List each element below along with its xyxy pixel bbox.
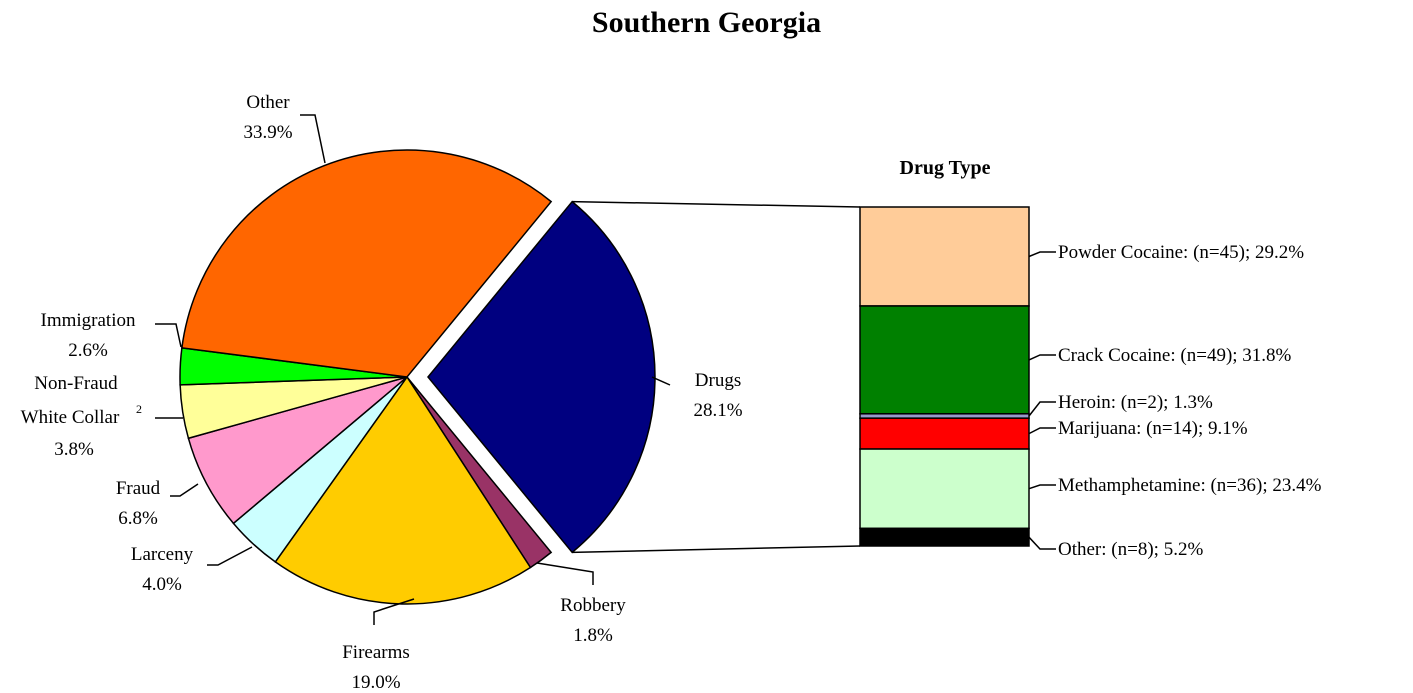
bar-label-heroin: Heroin: (n=2); 1.3% <box>1058 392 1213 413</box>
bar-leader-other <box>1028 536 1056 550</box>
drug-type-title: Drug Type <box>900 157 991 179</box>
bar-leader-powder-cocaine <box>1028 251 1056 258</box>
slice-label-firearms: Firearms <box>342 642 410 663</box>
leader-line-other <box>300 114 326 164</box>
leader-line-firearms <box>373 598 415 625</box>
slice-label-other: Other <box>246 92 290 113</box>
slice-label-robbery: Robbery <box>560 595 626 616</box>
leader-line-drugs <box>651 376 671 386</box>
leader-line-fraud <box>170 483 199 497</box>
slice-label-non-fraud-white-collar-line2: White Collar <box>21 407 120 428</box>
leader-line-larceny <box>207 546 253 566</box>
bar-label-crack-cocaine: Crack Cocaine: (n=49); 31.8% <box>1058 345 1292 366</box>
bar-label-methamphetamine: Methamphetamine: (n=36); 23.4% <box>1058 475 1322 496</box>
pie-slice-drugs <box>427 200 656 554</box>
slice-value-non-fraud-white-collar: 3.8% <box>54 439 94 460</box>
bar-label-marijuana: Marijuana: (n=14); 9.1% <box>1058 418 1248 439</box>
bar-label-powder-cocaine: Powder Cocaine: (n=45); 29.2% <box>1058 242 1304 263</box>
chart-title: Southern Georgia <box>591 6 822 39</box>
slice-value-larceny: 4.0% <box>142 574 182 595</box>
pie-chart: Drugs 28.1% Robbery 1.8% Firearms 19.0% Larcen… <box>21 92 743 693</box>
slice-label-superscript: 2 <box>136 402 142 416</box>
slice-label-larceny: Larceny <box>131 544 194 565</box>
bar-segment-crack-cocaine <box>859 305 1030 415</box>
slice-value-fraud: 6.8% <box>118 508 158 529</box>
connector-top <box>572 200 861 208</box>
slice-value-other: 33.9% <box>243 122 292 143</box>
slice-value-firearms: 19.0% <box>351 672 400 693</box>
slice-value-drugs: 28.1% <box>693 400 742 421</box>
bar-leader-heroin <box>1028 401 1056 417</box>
leader-line-immigration <box>155 323 182 348</box>
slice-label-fraud: Fraud <box>116 478 161 499</box>
bar-segment-other <box>859 527 1030 547</box>
slice-value-immigration: 2.6% <box>68 340 108 361</box>
slice-label-drugs: Drugs <box>695 370 741 391</box>
pie-slice-other <box>181 149 553 378</box>
slice-label-immigration: Immigration <box>41 310 136 331</box>
explode-connectors <box>572 200 861 554</box>
slice-value-robbery: 1.8% <box>573 625 613 646</box>
pie-slice-firearms <box>274 375 532 605</box>
drug-type-bar: Powder Cocaine: (n=45); 29.2% Crack Cocai… <box>859 206 1322 560</box>
slice-label-non-fraud-white-collar-line1: Non-Fraud <box>34 373 118 394</box>
bar-leader-methamphetamine <box>1028 484 1056 490</box>
bar-segment-methamphetamine <box>859 448 1030 530</box>
leader-line-robbery <box>536 562 594 585</box>
bar-segment-powder-cocaine <box>859 206 1030 307</box>
connector-bottom <box>572 545 861 554</box>
bar-segment-marijuana <box>859 417 1030 450</box>
bar-leader-marijuana <box>1028 427 1056 435</box>
bar-label-other: Other: (n=8); 5.2% <box>1058 539 1203 560</box>
bar-leader-crack-cocaine <box>1028 354 1056 361</box>
